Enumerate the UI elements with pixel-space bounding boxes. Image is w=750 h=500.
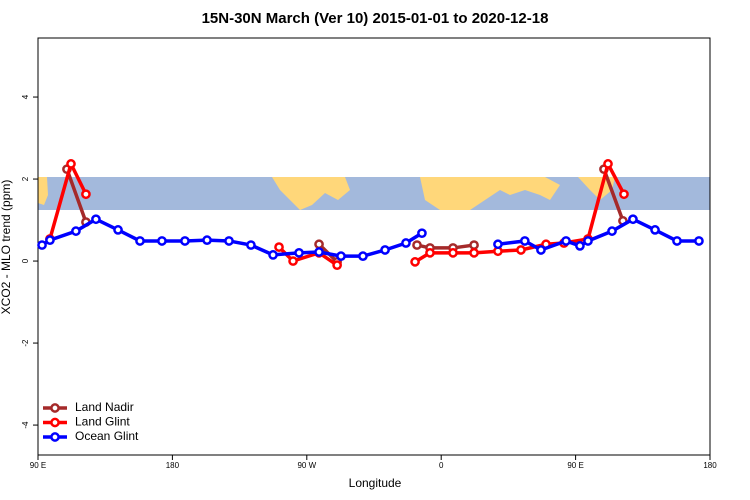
point [314, 247, 324, 257]
point [401, 238, 411, 248]
y-axis-label: XCO2 - MLO trend (ppm) [0, 180, 13, 315]
point [672, 236, 682, 246]
legend-marker [50, 417, 60, 428]
point [332, 260, 342, 271]
point [583, 236, 593, 246]
point [268, 250, 278, 260]
point [45, 235, 55, 245]
y-tick-label: -4 [21, 421, 30, 429]
point [628, 214, 638, 225]
point [71, 226, 81, 236]
point [113, 225, 123, 235]
y-tick-label: -2 [21, 339, 30, 347]
chart-title: 15N-30N March (Ver 10) 2015-01-01 to 202… [202, 10, 549, 27]
point [694, 236, 704, 246]
point [294, 248, 304, 258]
point [66, 159, 76, 169]
y-tick-label: 0 [21, 258, 30, 263]
y-tick-label: 4 [21, 94, 30, 99]
point [469, 248, 479, 258]
point [561, 236, 571, 246]
point [516, 245, 526, 255]
x-axis-label: Longitude [349, 476, 402, 490]
legend-label: Ocean Glint [75, 429, 139, 443]
point [180, 236, 190, 246]
x-tick-label: 90 E [567, 461, 583, 470]
map-band [38, 177, 710, 210]
point [157, 236, 167, 246]
point [246, 240, 256, 250]
point [536, 245, 546, 255]
point [412, 240, 422, 250]
point [202, 235, 212, 245]
point [336, 251, 346, 261]
legend-label: Land Nadir [75, 400, 134, 414]
point [425, 248, 435, 258]
point [91, 214, 101, 225]
point [380, 245, 390, 255]
point [288, 256, 298, 266]
point [650, 225, 660, 235]
point [619, 189, 629, 200]
point [519, 236, 530, 246]
point [358, 251, 368, 261]
point [224, 236, 234, 246]
point [81, 189, 91, 200]
x-tick-label: 180 [166, 461, 180, 470]
point [575, 241, 585, 251]
x-tick-label: 90 W [297, 461, 316, 470]
x-tick-label: 90 E [30, 461, 46, 470]
point [469, 240, 479, 250]
point [493, 239, 503, 250]
point [314, 239, 324, 250]
y-tick-label: 2 [21, 176, 30, 181]
legend-label: Land Glint [75, 415, 130, 429]
point [603, 159, 613, 169]
x-tick-label: 180 [703, 461, 717, 470]
point [448, 248, 458, 258]
point [417, 228, 427, 239]
plot-frame [37, 37, 711, 456]
point [274, 242, 284, 252]
point [37, 240, 47, 250]
point [410, 257, 420, 267]
legend-marker [50, 403, 60, 413]
x-tick-label: 0 [439, 461, 444, 470]
legend-marker [50, 432, 60, 442]
point [135, 236, 145, 246]
point [607, 226, 617, 236]
